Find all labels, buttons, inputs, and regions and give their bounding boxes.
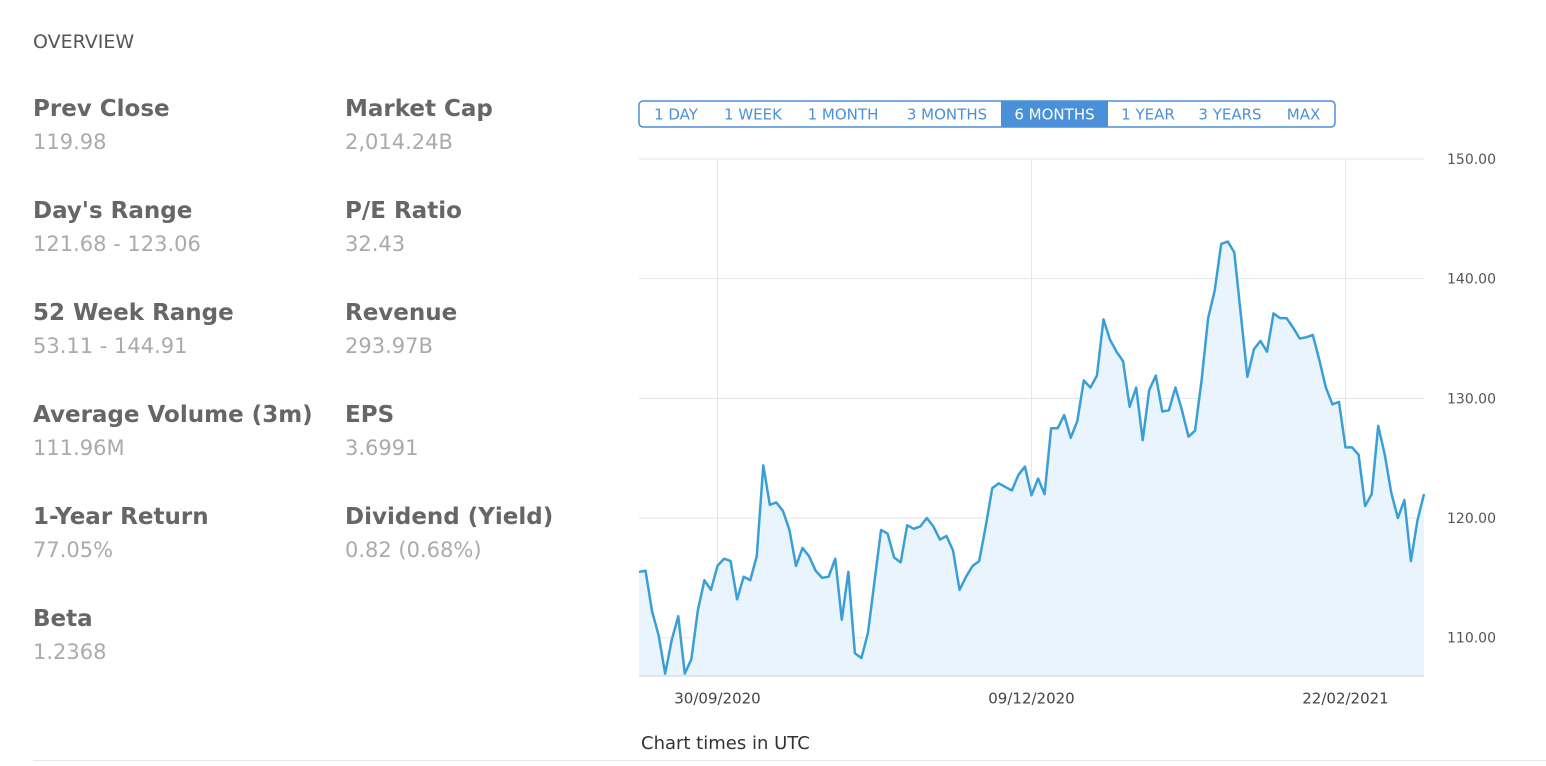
range-button[interactable]: 1 MONTH xyxy=(808,106,879,124)
stat-item: P/E Ratio 32.43 xyxy=(345,198,553,300)
stat-label: Prev Close xyxy=(33,96,170,122)
stat-value: 53.11 - 144.91 xyxy=(33,334,188,358)
stat-item: Dividend (Yield) 0.82 (0.68%) xyxy=(345,504,553,606)
stat-value: 1.2368 xyxy=(33,640,107,664)
range-button[interactable]: 3 YEARS xyxy=(1198,106,1261,124)
range-button[interactable]: 6 MONTHS xyxy=(1014,106,1094,124)
stat-value: 119.98 xyxy=(33,130,107,154)
stat-value: 293.97B xyxy=(345,334,433,358)
stat-label: EPS xyxy=(345,402,395,428)
stat-value: 32.43 xyxy=(345,232,406,256)
stat-value: 2,014.24B xyxy=(345,130,453,154)
range-button[interactable]: MAX xyxy=(1287,106,1320,124)
stat-label: Revenue xyxy=(345,300,458,326)
stat-column: Prev Close 119.98 Day's Range 121.68 - 123.… xyxy=(33,96,313,708)
y-tick-label: 120.00 xyxy=(1447,511,1496,527)
y-tick-label: 140.00 xyxy=(1447,272,1496,288)
stat-label: Dividend (Yield) xyxy=(345,504,554,530)
stat-item: 52 Week Range 53.11 - 144.91 xyxy=(33,300,313,402)
section-title: OVERVIEW xyxy=(33,31,135,53)
stat-column: Market Cap 2,014.24B P/E Ratio 32.43 Revenue… xyxy=(345,96,553,606)
chart-note: Chart times in UTC xyxy=(641,733,810,754)
stat-label: P/E Ratio xyxy=(345,198,462,224)
y-tick-label: 150.00 xyxy=(1447,152,1496,168)
price-line xyxy=(638,240,1426,675)
stat-label: Day's Range xyxy=(33,198,193,224)
stat-label: Market Cap xyxy=(345,96,493,122)
stat-item: Revenue 293.97B xyxy=(345,300,553,402)
stat-item: Prev Close 119.98 xyxy=(33,96,313,198)
stat-item: Market Cap 2,014.24B xyxy=(345,96,553,198)
divider xyxy=(33,760,1546,761)
stat-item: Beta 1.2368 xyxy=(33,606,313,708)
stat-item: Average Volume (3m) 111.96M xyxy=(33,402,313,504)
range-button[interactable]: 3 MONTHS xyxy=(907,106,987,124)
stat-item: EPS 3.6991 xyxy=(345,402,553,504)
stat-value: 121.68 - 123.06 xyxy=(33,232,201,256)
stat-label: 52 Week Range xyxy=(33,300,234,326)
x-tick-label: 30/09/2020 xyxy=(674,690,760,708)
stat-value: 111.96M xyxy=(33,436,125,460)
range-button[interactable]: 1 YEAR xyxy=(1121,106,1175,124)
range-selector xyxy=(638,100,1336,128)
range-button[interactable]: 1 WEEK xyxy=(724,106,783,124)
stat-item: Day's Range 121.68 - 123.06 xyxy=(33,198,313,300)
y-tick-label: 110.00 xyxy=(1447,631,1496,647)
stat-label: Beta xyxy=(33,606,93,632)
range-button-active xyxy=(1001,101,1108,127)
y-tick-label: 130.00 xyxy=(1447,391,1496,407)
stat-value: 0.82 (0.68%) xyxy=(345,538,482,562)
stat-item: 1-Year Return 77.05% xyxy=(33,504,313,606)
stat-value: 77.05% xyxy=(33,538,114,562)
stat-label: Average Volume (3m) xyxy=(33,402,313,428)
stat-value: 3.6991 xyxy=(345,436,419,460)
stat-label: 1-Year Return xyxy=(33,504,209,530)
x-tick-label: 09/12/2020 xyxy=(988,690,1074,708)
range-button[interactable]: 1 DAY xyxy=(654,106,699,124)
x-tick-label: 22/02/2021 xyxy=(1302,690,1388,708)
